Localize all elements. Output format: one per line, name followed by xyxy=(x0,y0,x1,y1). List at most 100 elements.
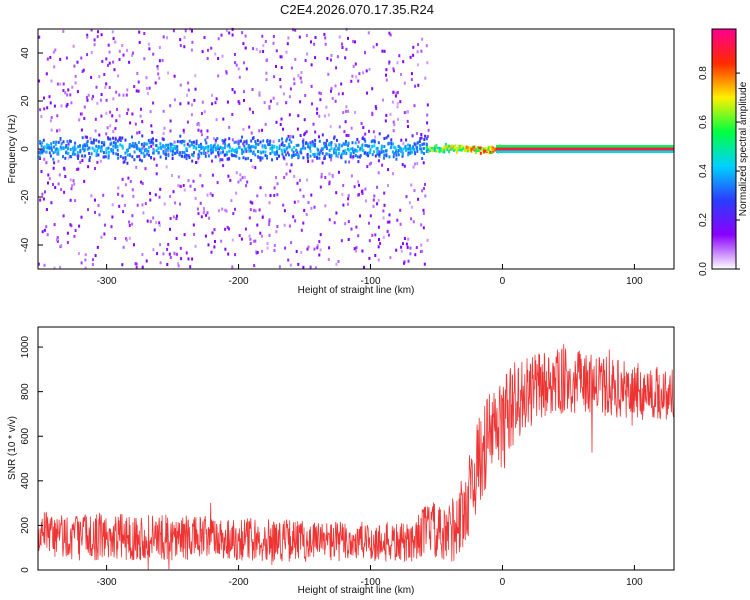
spectrogram-cell xyxy=(471,145,474,149)
spectrogram-cell xyxy=(272,35,275,38)
spectrogram-cell xyxy=(211,193,214,197)
spectrogram-cell xyxy=(228,145,231,149)
spectrogram-cell xyxy=(172,215,175,219)
spectrogram-cell xyxy=(147,138,150,142)
spectrogram-cell xyxy=(206,151,209,155)
spectrogram-cell xyxy=(351,74,354,78)
spectrogram-cell xyxy=(316,152,319,156)
spectrogram-cell xyxy=(179,134,182,138)
figure-title: C2E4.2026.070.17.35.R24 xyxy=(280,2,434,17)
spectrogram-cell xyxy=(74,141,77,145)
spectrogram-cell xyxy=(264,154,267,157)
spectrogram-cell xyxy=(124,183,127,187)
spectrogram-cell xyxy=(225,70,228,74)
spectrogram-cell xyxy=(71,184,74,188)
spectrogram-cell xyxy=(420,243,423,247)
spectrogram-cell xyxy=(360,189,363,193)
spectrogram-cell xyxy=(259,186,262,190)
spectrogram-cell xyxy=(183,45,186,49)
spectrogram-cell xyxy=(279,78,282,81)
spectrogram-cell xyxy=(179,202,181,206)
spectrogram-cell xyxy=(287,258,290,262)
spectrogram-cell xyxy=(86,95,88,99)
spectrogram-cell xyxy=(368,239,371,243)
spectrogram-cell xyxy=(86,147,89,151)
spectrogram-x-tick-label: -100 xyxy=(361,276,381,287)
spectrogram-cell xyxy=(109,137,112,141)
spectrogram-cell xyxy=(127,108,130,112)
spectrogram-cell xyxy=(39,148,42,152)
spectrogram-cell xyxy=(201,184,204,188)
spectrogram-cell xyxy=(405,195,408,199)
spectrogram-cell xyxy=(310,63,313,67)
spectrogram-cell xyxy=(88,146,91,150)
spectrogram-cell xyxy=(73,182,76,186)
spectrogram-cell xyxy=(214,240,216,243)
spectrogram-cell xyxy=(381,49,384,53)
spectrogram-cell xyxy=(422,226,425,230)
spectrogram-cell xyxy=(349,151,352,155)
spectrogram-cell xyxy=(340,239,343,243)
spectrogram-cell xyxy=(347,144,350,147)
spectrogram-cell xyxy=(151,130,154,134)
spectrogram-cell xyxy=(117,74,120,78)
spectrogram-cell xyxy=(284,246,287,250)
spectrogram-cell xyxy=(47,181,49,185)
spectrogram-cell xyxy=(401,154,404,158)
spectrogram-cells xyxy=(38,27,674,270)
spectrogram-cell xyxy=(169,227,171,231)
spectrogram-cell xyxy=(77,156,79,160)
spectrogram-cell xyxy=(50,201,53,205)
spectrogram-cell xyxy=(62,82,65,86)
spectrogram-cell xyxy=(117,192,120,196)
snr-x-ticks: -300 -200 -100 0 100 xyxy=(97,565,643,588)
spectrogram-cell xyxy=(140,151,143,155)
spectrogram-cell xyxy=(268,233,271,237)
spectrogram-cell xyxy=(268,143,271,147)
spectrogram-cell xyxy=(409,246,412,250)
spectrogram-cell xyxy=(45,225,48,229)
spectrogram-cell xyxy=(105,98,108,102)
spectrogram-cell xyxy=(410,78,413,81)
spectrogram-cell xyxy=(174,147,177,151)
spectrogram-cell xyxy=(440,148,443,152)
spectrogram-cell xyxy=(60,188,63,192)
spectrogram-cell xyxy=(410,217,413,221)
spectrogram-cell xyxy=(187,179,190,183)
spectrogram-cell xyxy=(194,196,197,200)
spectrogram-cell xyxy=(430,146,433,150)
spectrogram-cell xyxy=(310,193,313,197)
spectrogram-cell xyxy=(162,35,165,39)
spectrogram-cell xyxy=(195,142,198,146)
spectrogram-cell xyxy=(85,141,88,145)
spectrogram-cell xyxy=(471,147,474,151)
spectrogram-cell xyxy=(79,148,82,152)
spectrogram-cell xyxy=(293,200,296,204)
snr-x-tick-label: 100 xyxy=(626,577,643,588)
spectrogram-cell xyxy=(125,93,128,97)
spectrogram-cell xyxy=(228,227,230,231)
spectrogram-cell xyxy=(247,145,250,149)
spectrogram-y-label: Frequency (Hz) xyxy=(7,115,18,184)
spectrogram-cell xyxy=(258,91,261,95)
spectrogram-cell xyxy=(118,49,121,53)
spectrogram-cell xyxy=(364,139,367,143)
spectrogram-cell xyxy=(219,146,222,149)
spectrogram-x-tick-label: 0 xyxy=(500,276,506,287)
spectrogram-cell xyxy=(135,89,138,93)
spectrogram-cell xyxy=(250,159,253,162)
spectrogram-cell xyxy=(231,113,234,116)
spectrogram-cell xyxy=(415,246,418,249)
spectrogram-cell xyxy=(414,84,417,88)
spectrogram-cell xyxy=(148,153,150,157)
spectrogram-cell xyxy=(148,47,151,51)
spectrogram-cell xyxy=(183,35,186,39)
spectrogram-cell xyxy=(324,176,327,179)
spectrogram-cell xyxy=(328,155,331,159)
spectrogram-cell xyxy=(350,126,353,130)
spectrogram-cell xyxy=(407,147,410,151)
spectrogram-cell xyxy=(54,48,57,52)
spectrogram-cell xyxy=(104,85,107,89)
spectrogram-cell xyxy=(194,87,197,91)
spectrogram-cell xyxy=(235,150,238,154)
